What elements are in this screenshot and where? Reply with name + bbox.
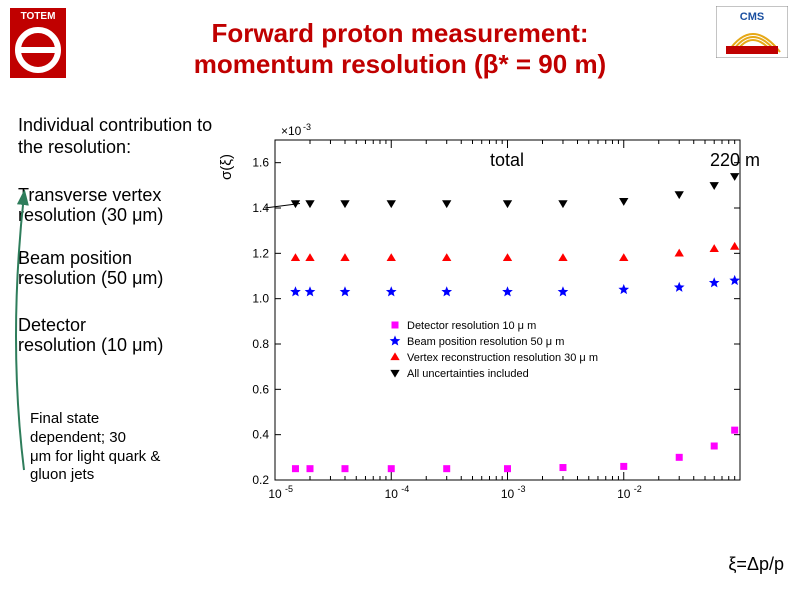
svg-text:10: 10: [617, 487, 631, 501]
intro-text: Individual contribution to the resolutio…: [18, 115, 228, 158]
svg-text:10: 10: [501, 487, 515, 501]
beam-position-line2: resolution (50 μm): [18, 268, 163, 290]
title-beta: β: [483, 49, 499, 79]
svg-text:Beam position resolution 50 μ: Beam position resolution 50 μ m: [407, 336, 564, 348]
svg-text:1.0: 1.0: [252, 292, 269, 306]
svg-text:×10: ×10: [281, 124, 302, 138]
svg-text:-3: -3: [518, 484, 526, 494]
svg-text:1.2: 1.2: [252, 246, 269, 260]
title-line2c: * = 90 m): [499, 49, 607, 79]
svg-text:-3: -3: [303, 122, 311, 132]
svg-text:Detector resolution 10 μ m: Detector resolution 10 μ m: [407, 320, 536, 332]
x-axis-label: ξ=Δp/p: [728, 554, 784, 575]
svg-text:0.8: 0.8: [252, 337, 269, 351]
annot-220m: 220 m: [710, 150, 760, 171]
transverse-vertex-line2: resolution (30 μm): [18, 205, 163, 227]
svg-text:All uncertainties included: All uncertainties included: [407, 368, 529, 380]
svg-text:CMS: CMS: [740, 11, 764, 23]
svg-text:-2: -2: [634, 484, 642, 494]
transverse-vertex-line1: Transverse vertex: [18, 185, 161, 207]
page-title: Forward proton measurement: momentum res…: [120, 18, 680, 80]
svg-text:-4: -4: [401, 484, 409, 494]
svg-text:Vertex reconstruction resoluti: Vertex reconstruction resolution 30 μ m: [407, 352, 598, 364]
svg-text:10: 10: [385, 487, 399, 501]
svg-text:TOTEM: TOTEM: [21, 11, 56, 22]
svg-text:10: 10: [268, 487, 282, 501]
final-state-note: Final state dependent; 30 μm for light q…: [30, 410, 210, 485]
svg-text:1.6: 1.6: [252, 156, 269, 170]
svg-text:0.2: 0.2: [252, 473, 269, 487]
title-line2a: momentum resolution (: [194, 49, 483, 79]
svg-text:-5: -5: [285, 484, 293, 494]
totem-logo: TOTEM: [10, 8, 66, 78]
detector-res-line2: resolution (10 μm): [18, 335, 163, 357]
svg-text:0.6: 0.6: [252, 382, 269, 396]
annot-total: total: [490, 150, 524, 171]
svg-text:0.4: 0.4: [252, 428, 269, 442]
cms-logo: CMS: [716, 6, 788, 58]
title-line1: Forward proton measurement:: [211, 18, 588, 48]
resolution-chart: 0.20.40.60.81.01.21.41.6×10-310-510-410-…: [230, 120, 750, 520]
curved-arrow: [6, 190, 36, 480]
